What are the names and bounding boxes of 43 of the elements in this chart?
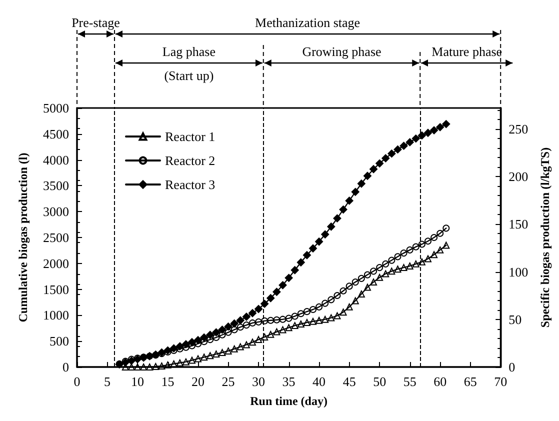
x-tick-label: 40 [312, 374, 326, 389]
y2-tick-label: 100 [508, 264, 528, 280]
x-tick-label: 70 [494, 374, 508, 389]
y2-tick-label: 50 [508, 312, 522, 327]
y-tick-label: 3000 [43, 204, 69, 220]
text: Mature phase [432, 44, 502, 59]
legend-label: Reactor 2 [165, 153, 216, 168]
x-tick-label: 20 [192, 374, 205, 389]
y2-axis-title: Specific biogas production (l/kgTS) [538, 147, 552, 328]
y-tick-label: 1000 [43, 308, 69, 323]
x-tick-label: 60 [434, 374, 447, 389]
x-tick-label: 65 [464, 374, 477, 389]
legend-label: Reactor 1 [165, 129, 216, 144]
y-tick-label: 1500 [43, 282, 69, 297]
x-tick-label: 5 [104, 374, 111, 389]
y-tick-label: 4500 [43, 126, 69, 142]
x-tick-label: 0 [74, 374, 80, 389]
y-tick-label: 2500 [43, 230, 69, 245]
y2-tick-label: 200 [508, 169, 528, 184]
x-axis-title: Run time (day) [250, 394, 328, 408]
x-tick-label: 10 [131, 374, 144, 389]
x-tick-label: 55 [403, 374, 416, 389]
text: Pre-stage [72, 15, 120, 30]
text: Growing phase [302, 44, 382, 59]
x-tick-label: 35 [282, 374, 296, 389]
x-tick-label: 15 [161, 374, 174, 389]
y-tick-label: 3500 [43, 178, 69, 194]
y-tick-label: 0 [62, 360, 69, 374]
text: Methanization stage [255, 15, 360, 30]
text: Lag phase (Start up) [162, 44, 216, 83]
y-axis-title: Cumulative biogas production (l) [16, 152, 30, 322]
y-tick-label: 5000 [43, 100, 69, 116]
legend-label: Reactor 3 [165, 177, 216, 192]
y-tick-label: 4000 [43, 152, 69, 168]
y-tick-label: 2000 [43, 256, 69, 271]
y2-tick-label: 0 [508, 360, 516, 374]
y2-tick-label: 150 [508, 216, 528, 232]
x-tick-label: 30 [252, 374, 266, 389]
x-tick-label: 50 [373, 374, 386, 389]
y2-tick-label: 250 [508, 121, 528, 136]
x-tick-label: 25 [222, 374, 235, 389]
y-tick-label: 500 [50, 334, 69, 349]
x-tick-label: 45 [342, 374, 356, 389]
